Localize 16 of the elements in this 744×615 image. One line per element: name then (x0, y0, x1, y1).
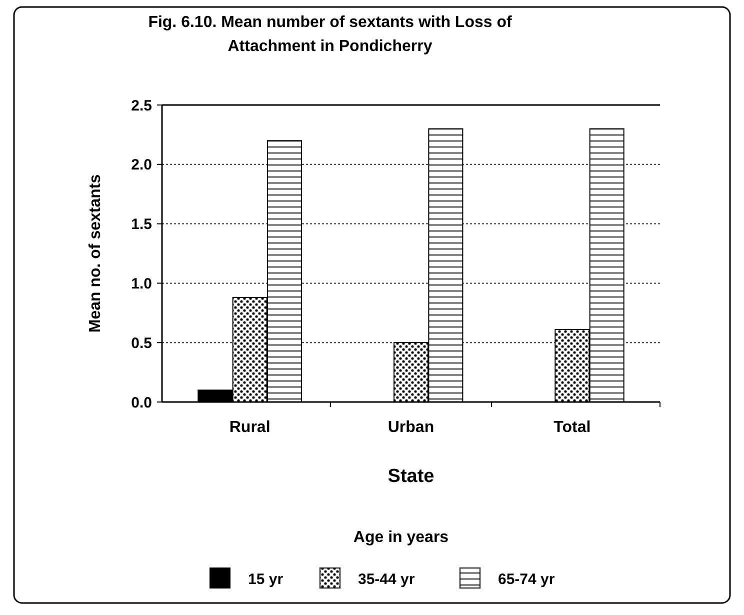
y-axis-title: Mean no. of sextants (87, 174, 104, 333)
y-tick-label: 1.0 (131, 275, 152, 292)
chart-title: Fig. 6.10. Mean number of sextants with Loss of Attachment in Pondicherry (148, 14, 512, 55)
y-tick-label: 0.0 (131, 394, 152, 412)
legend-label: 65-74 yr (498, 571, 555, 588)
y-tick-label: 0.5 (131, 334, 152, 352)
x-tick-label: Rural (229, 419, 270, 436)
y-tick-label: 2.0 (131, 156, 152, 174)
legend-label: 35-44 yr (358, 571, 415, 588)
x-tick-label: Urban (388, 419, 434, 436)
legend-title: Age in years (353, 529, 449, 546)
y-tick-label: 1.5 (131, 216, 152, 234)
x-tick-label: Total (554, 419, 591, 436)
legend-label: 15 yr (248, 571, 284, 588)
x-axis-title: State (388, 466, 434, 487)
y-tick-label: 2.5 (131, 97, 152, 114)
